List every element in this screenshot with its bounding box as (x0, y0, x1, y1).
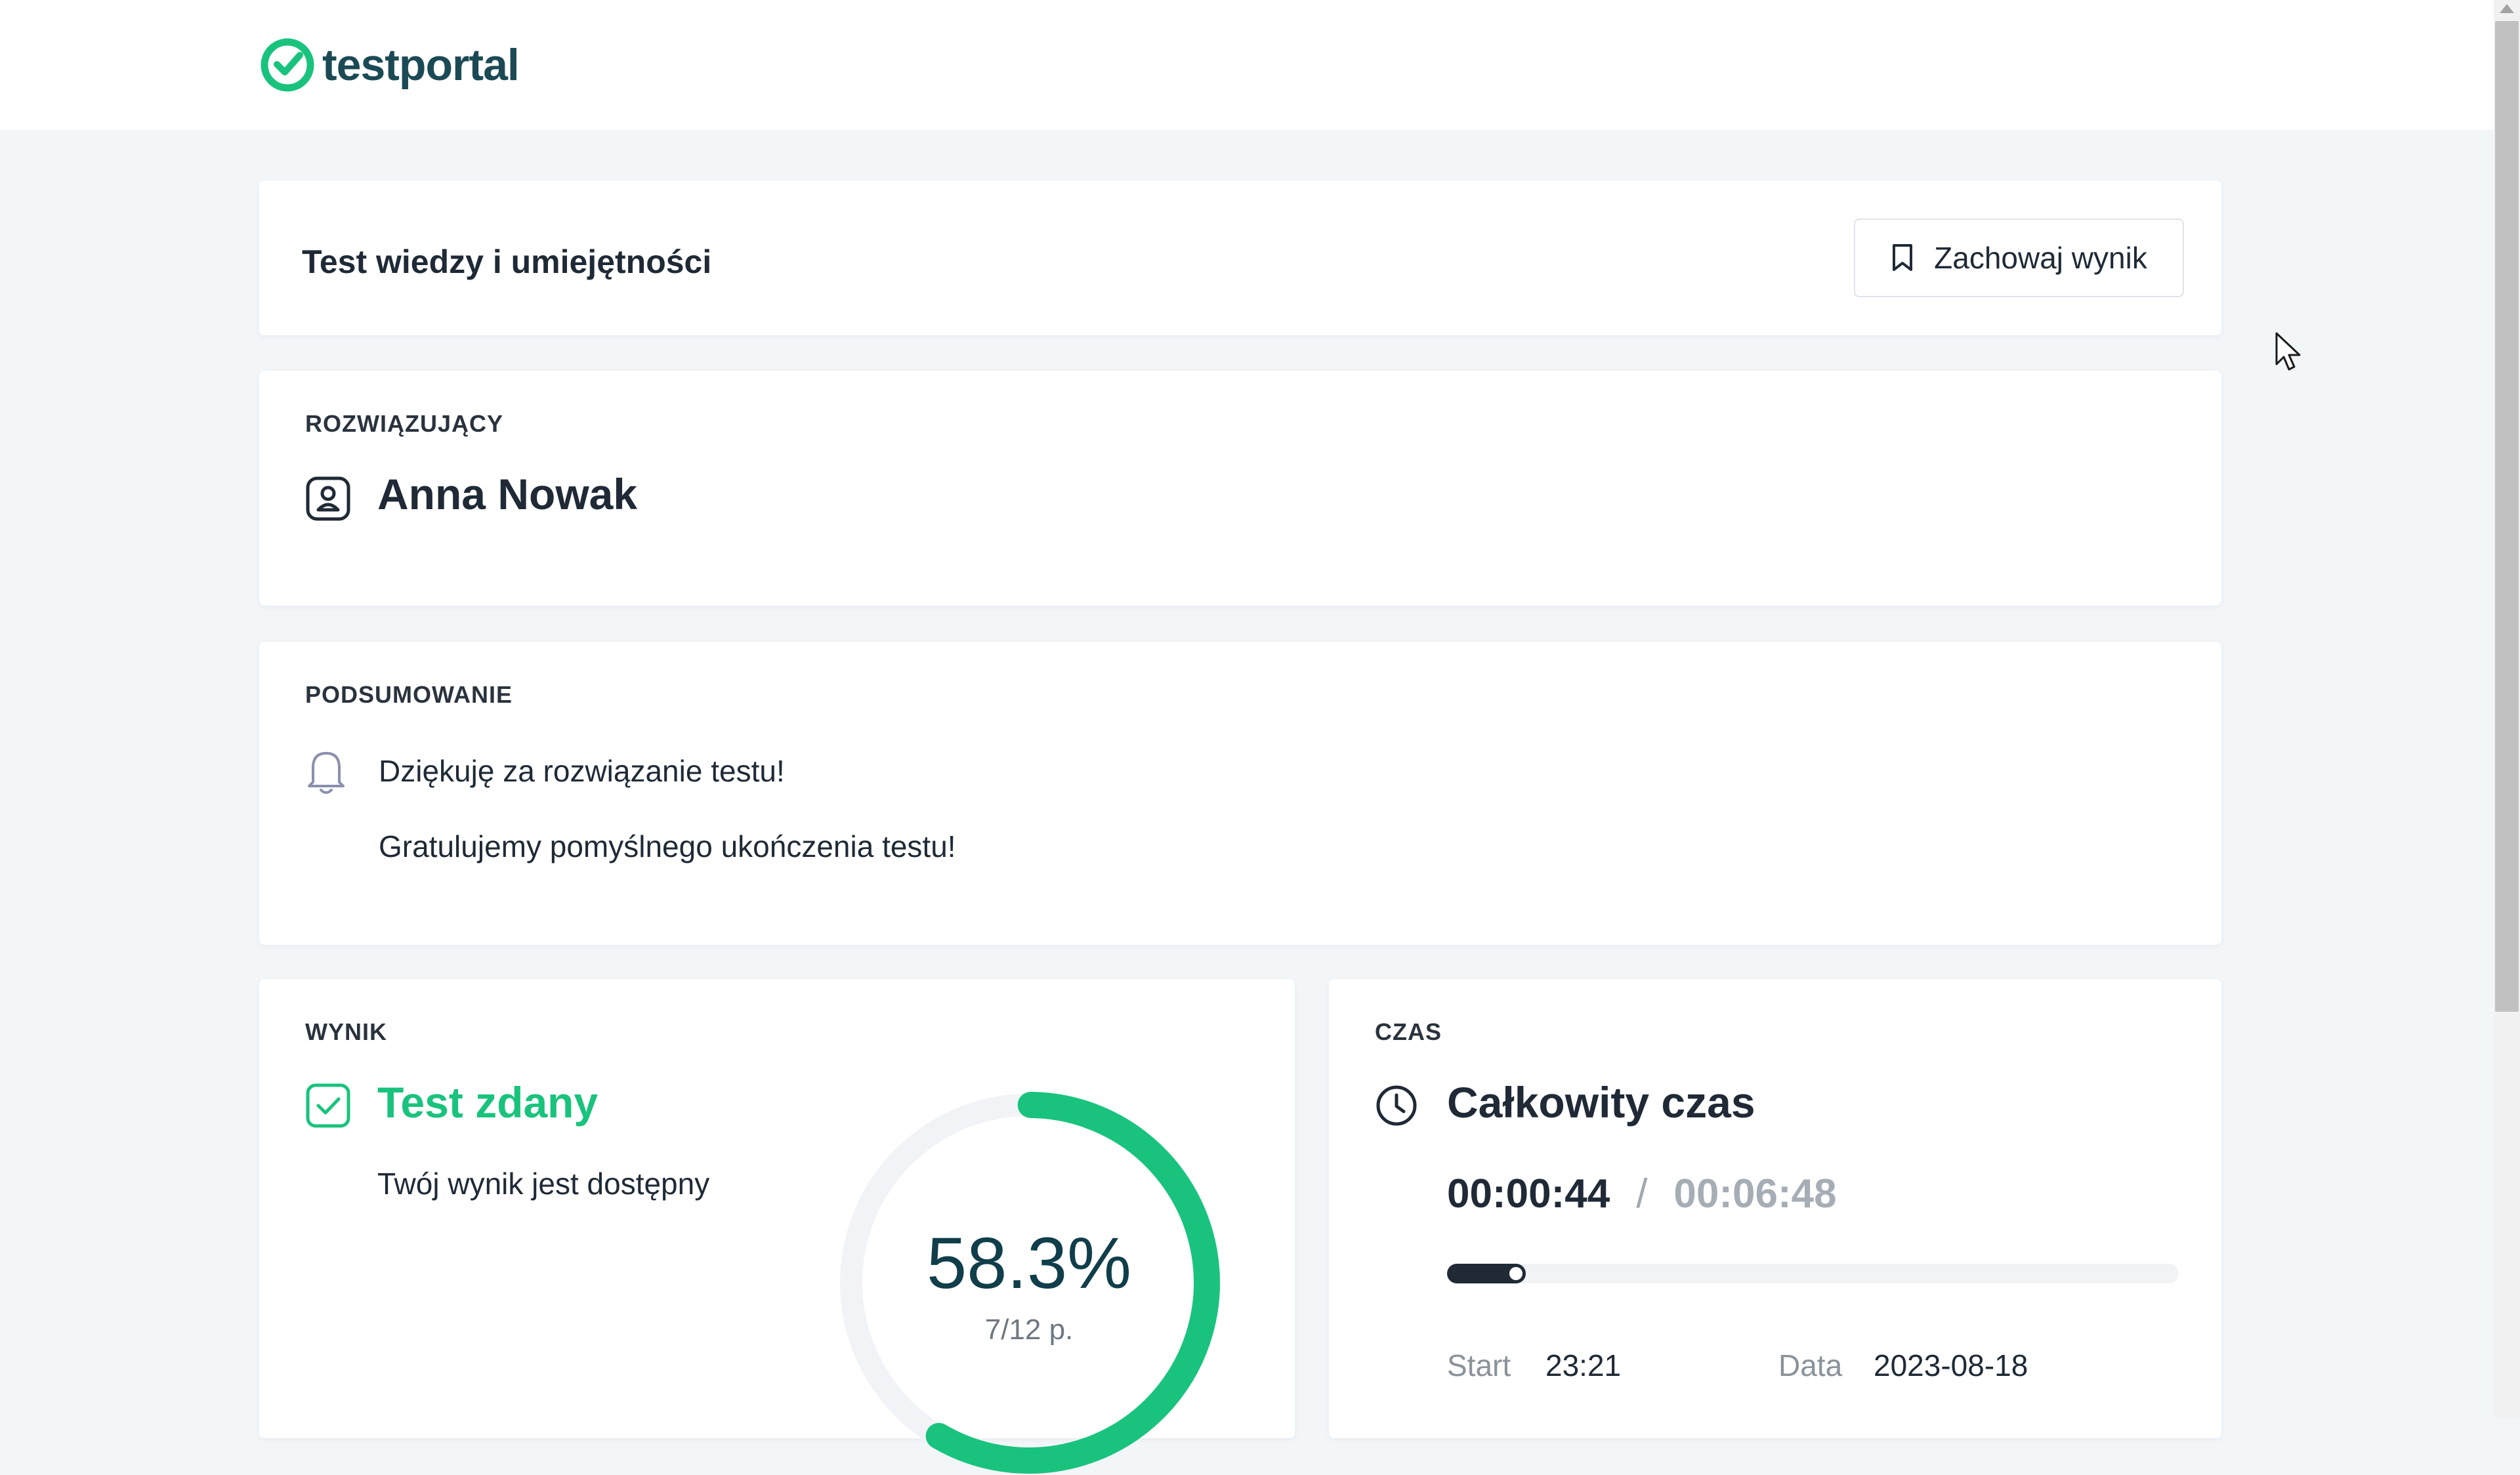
vertical-scrollbar[interactable] (2494, 0, 2520, 1417)
result-available-text: Twój wynik jest dostępny (377, 1167, 710, 1201)
scroll-thumb[interactable] (2495, 21, 2519, 1012)
start-value: 23:21 (1545, 1348, 1622, 1382)
time-values: 00:00:44 / 00:06:48 (1447, 1171, 1837, 1217)
testportal-logo[interactable]: testportal (259, 35, 520, 94)
result-card: WYNIK Test zdany Twój wynik jest dostępn… (259, 979, 1295, 1474)
result-label: WYNIK (305, 1018, 387, 1045)
summary-congrats-text: Gratulujemy pomyślnego ukończenia testu! (379, 829, 956, 863)
test-passed-status: Test zdany (377, 1078, 598, 1127)
start-label: Start (1447, 1348, 1511, 1382)
clock-icon (1376, 1085, 1417, 1126)
save-result-label: Zachowaj wynik (1934, 241, 2147, 275)
save-result-button[interactable]: Zachowaj wynik (1854, 218, 2184, 297)
solver-label: ROZWIĄZUJĄCY (305, 410, 503, 437)
score-points: 7/12 p. (984, 1314, 1074, 1346)
test-title: Test wiedzy i umiejętności (302, 243, 712, 280)
check-square-icon (306, 1083, 350, 1128)
logo-text: testportal (322, 40, 520, 90)
summary-card: PODSUMOWANIE Dziękuję za rozwiązanie tes… (259, 642, 2221, 945)
total-time-title: Całkowity czas (1447, 1078, 1755, 1127)
scroll-up-arrow-icon[interactable] (2500, 4, 2514, 13)
mouse-cursor-icon (2275, 332, 2301, 371)
solver-card: ROZWIĄZUJĄCY Anna Nowak (259, 371, 2221, 606)
date-value: 2023-08-18 (1874, 1348, 2028, 1382)
check-circle-icon (261, 38, 314, 92)
time-label: CZAS (1375, 1018, 1442, 1045)
summary-thanks-text: Dziękuję za rozwiązanie testu! (379, 754, 785, 788)
solver-name: Anna Nowak (377, 470, 638, 518)
bookmark-icon (1893, 244, 1913, 271)
time-limit: 00:06:48 (1673, 1171, 1837, 1216)
user-badge-icon (306, 476, 350, 521)
summary-label: PODSUMOWANIE (305, 681, 513, 708)
score-percentage: 58.3% (927, 1223, 1131, 1304)
time-card: CZAS Całkowity czas 00:00:44 / 00:06:48 St… (1329, 979, 2221, 1438)
bell-icon (308, 752, 345, 794)
top-bar: testportal (0, 0, 2494, 130)
time-progress-knob (1509, 1267, 1522, 1280)
date-label: Data (1778, 1348, 1843, 1382)
elapsed-time: 00:00:44 (1447, 1171, 1610, 1216)
time-separator: / (1636, 1171, 1648, 1216)
time-progress-bar (1447, 1264, 2179, 1283)
test-title-card: Test wiedzy i umiejętności Zachowaj wyni… (259, 180, 2221, 335)
